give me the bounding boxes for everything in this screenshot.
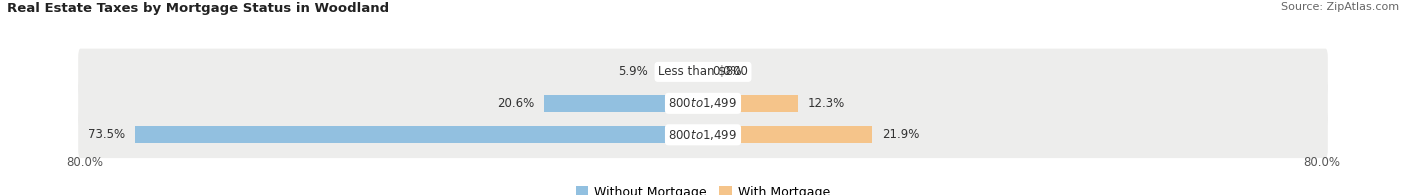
Text: $800 to $1,499: $800 to $1,499 (668, 128, 738, 142)
Text: 20.6%: 20.6% (498, 97, 534, 110)
Text: 12.3%: 12.3% (807, 97, 845, 110)
Text: 21.9%: 21.9% (882, 128, 920, 141)
Text: $800 to $1,499: $800 to $1,499 (668, 96, 738, 110)
Bar (703, 126, 872, 144)
Text: 5.9%: 5.9% (619, 65, 648, 78)
FancyBboxPatch shape (79, 112, 1327, 158)
Bar (135, 126, 703, 144)
Text: 0.0%: 0.0% (713, 65, 742, 78)
FancyBboxPatch shape (79, 49, 1327, 95)
Text: Source: ZipAtlas.com: Source: ZipAtlas.com (1281, 2, 1399, 12)
Bar (658, 63, 703, 81)
Bar (544, 95, 703, 112)
Legend: Without Mortgage, With Mortgage: Without Mortgage, With Mortgage (575, 186, 831, 195)
Text: Real Estate Taxes by Mortgage Status in Woodland: Real Estate Taxes by Mortgage Status in … (7, 2, 389, 15)
Bar (703, 95, 799, 112)
Text: Less than $800: Less than $800 (658, 65, 748, 78)
Text: 73.5%: 73.5% (89, 128, 125, 141)
FancyBboxPatch shape (79, 80, 1327, 127)
